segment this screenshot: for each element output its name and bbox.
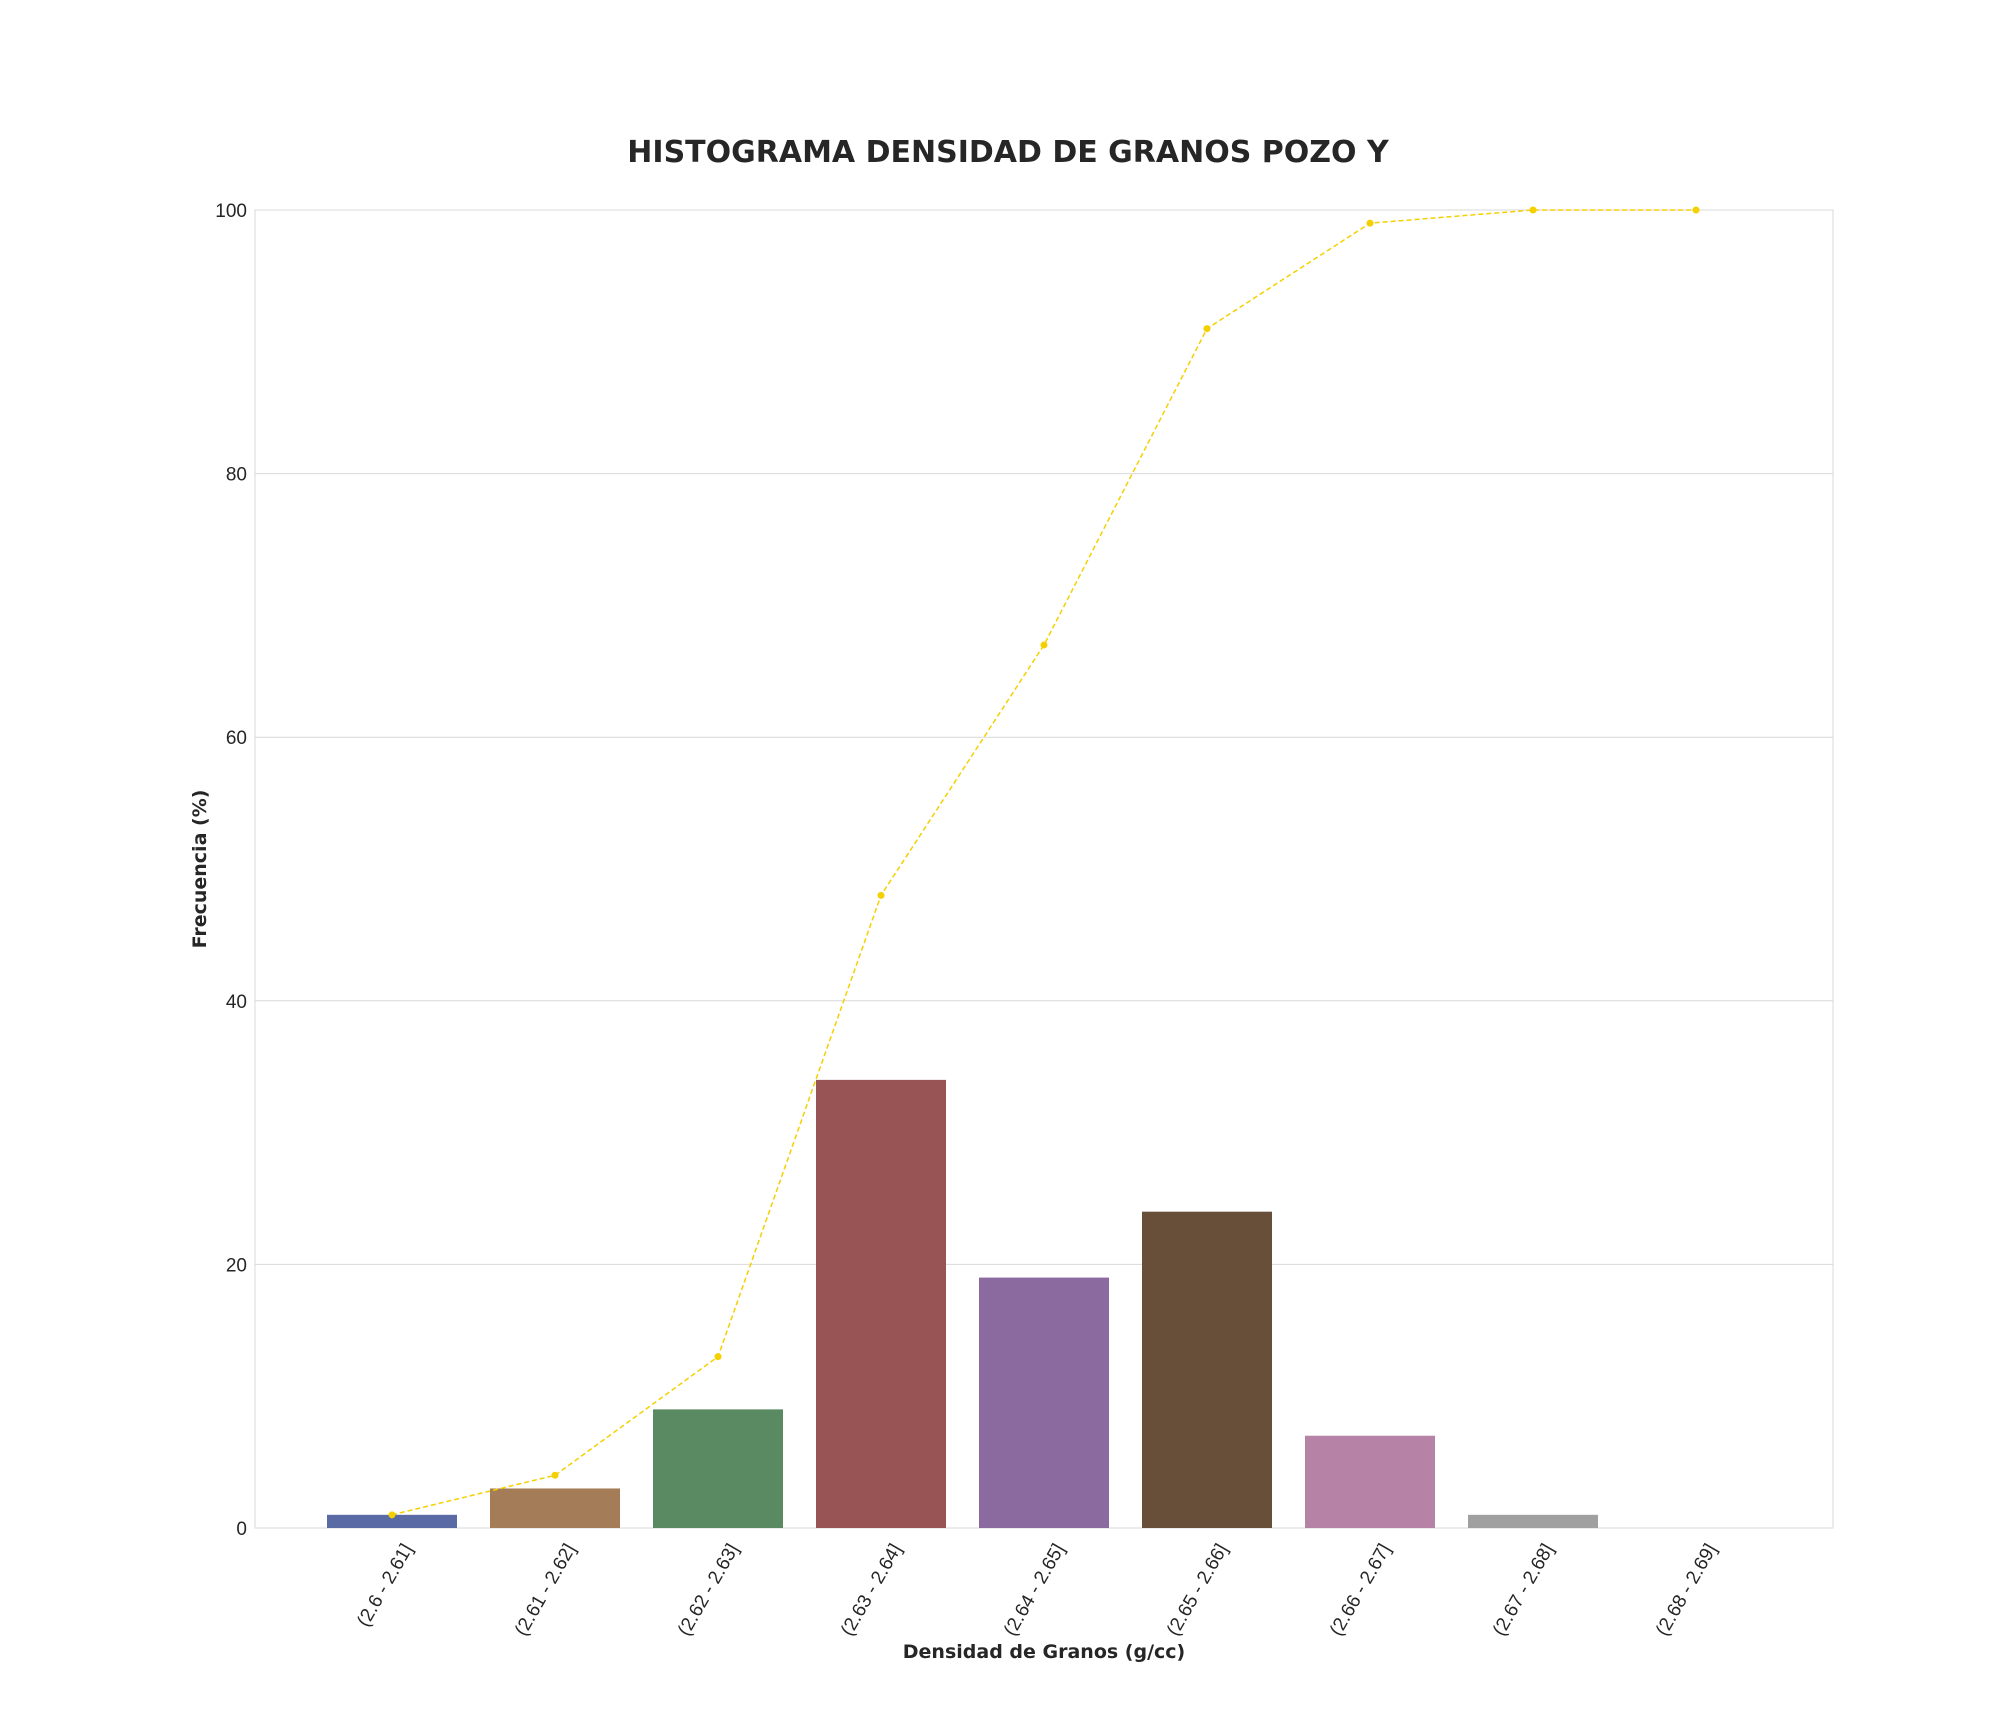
x-tick-label: (2.62 - 2.63] <box>674 1540 743 1639</box>
x-tick-label: (2.66 - 2.67] <box>1326 1540 1395 1639</box>
cumulative-point <box>1529 206 1537 214</box>
cumulative-point <box>388 1511 396 1519</box>
cumulative-point <box>551 1471 559 1479</box>
bar <box>816 1079 946 1528</box>
cumulative-line <box>388 206 1700 1519</box>
bar <box>1468 1514 1598 1528</box>
chart-title: HISTOGRAMA DENSIDAD DE GRANOS POZO Y <box>627 135 1390 170</box>
bar <box>490 1488 620 1528</box>
bar <box>327 1514 457 1528</box>
x-tick-label: (2.68 - 2.69] <box>1652 1540 1721 1639</box>
y-tick-label: 60 <box>226 728 247 749</box>
y-tick-label: 40 <box>226 992 247 1013</box>
y-axis-label: Frecuencia (%) <box>189 790 211 949</box>
cumulative-point <box>1366 219 1374 227</box>
y-tick-label: 100 <box>215 201 247 222</box>
y-tick-label: 80 <box>226 465 247 486</box>
x-tick-label: (2.64 - 2.65] <box>1000 1540 1069 1639</box>
bar <box>979 1277 1109 1528</box>
cumulative-point <box>714 1353 722 1361</box>
bars <box>327 1079 1598 1528</box>
x-tick-labels: (2.6 - 2.61] (2.61 - 2.62] (2.62 - 2.63] (2… <box>353 1540 1721 1639</box>
x-axis-label: Densidad de Granos (g/cc) <box>903 1641 1185 1663</box>
cumulative-point <box>877 891 885 899</box>
y-tick-labels: 0 20 40 60 80 100 <box>215 201 247 1540</box>
x-tick-label: (2.61 - 2.62] <box>511 1540 580 1639</box>
bar <box>1142 1211 1272 1528</box>
cumulative-point <box>1040 641 1048 649</box>
cumulative-point <box>1692 206 1700 214</box>
y-tick-label: 0 <box>236 1519 247 1540</box>
x-tick-label: (2.63 - 2.64] <box>837 1540 906 1639</box>
x-tick-label: (2.6 - 2.61] <box>353 1540 417 1630</box>
bar <box>653 1409 783 1528</box>
cumulative-point <box>1203 325 1211 333</box>
cumulative-series-line <box>391 209 1696 1516</box>
bar <box>1305 1435 1435 1528</box>
x-tick-label: (2.65 - 2.66] <box>1163 1540 1232 1639</box>
x-tick-label: (2.67 - 2.68] <box>1489 1540 1558 1639</box>
y-tick-label: 20 <box>226 1255 247 1276</box>
